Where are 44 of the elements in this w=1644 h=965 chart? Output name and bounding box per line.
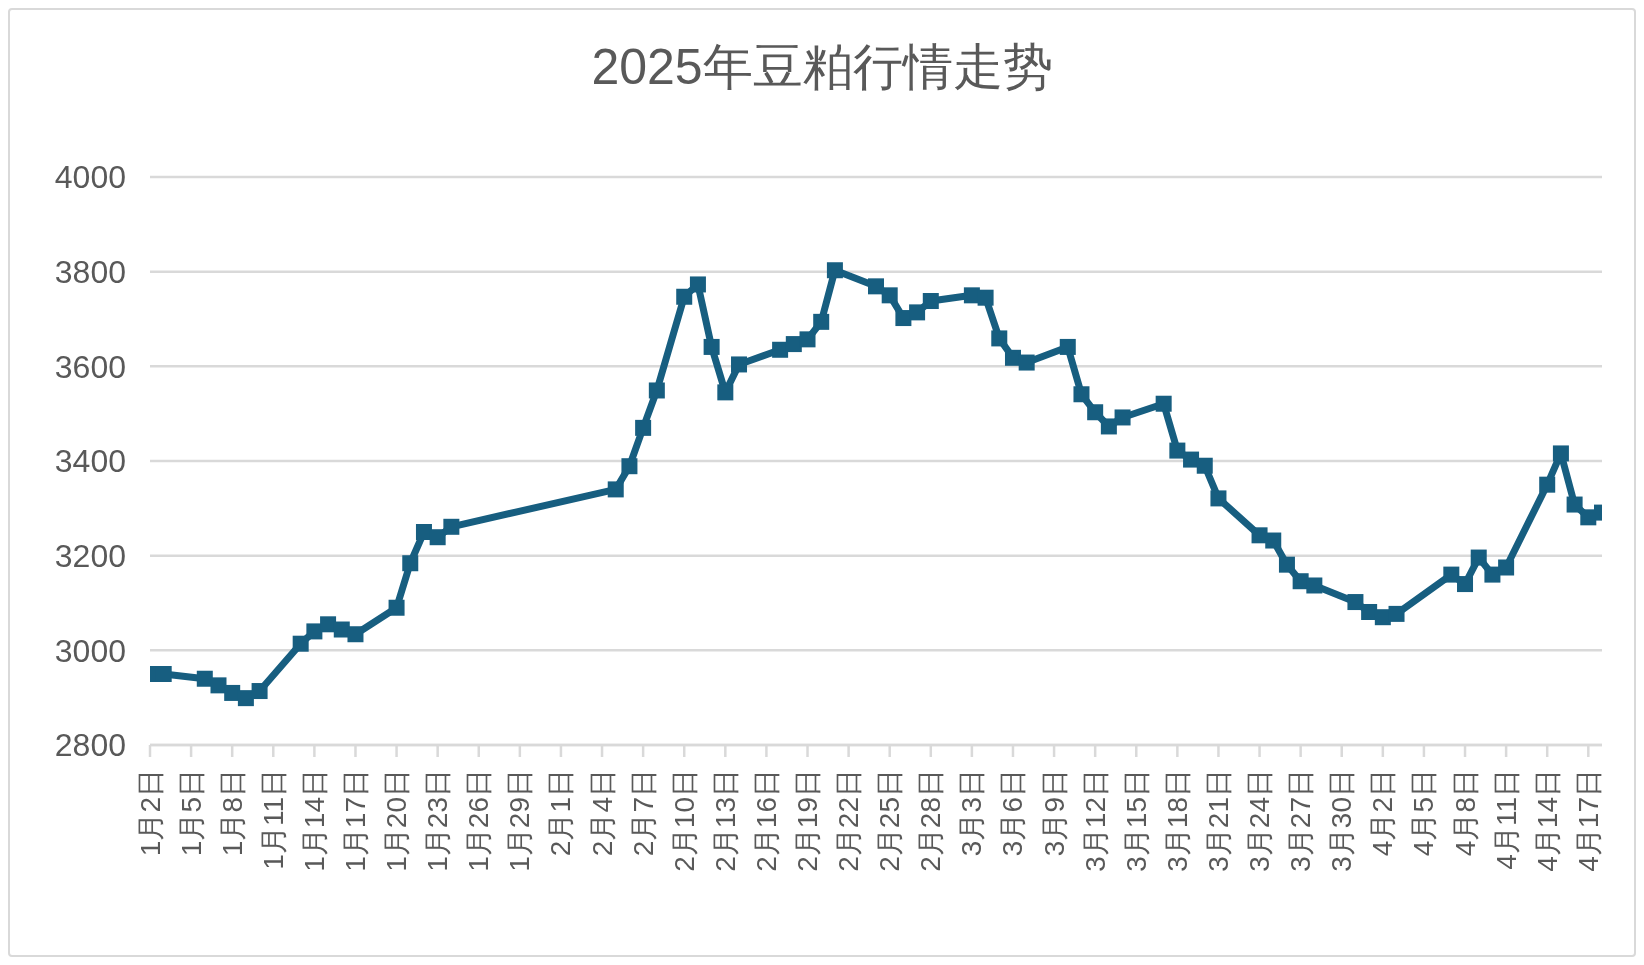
x-tick-label: 4月14日	[1531, 769, 1563, 872]
y-tick-label: 3000	[54, 632, 126, 669]
x-tick-label: 2月19日	[792, 769, 824, 872]
x-tick-label: 2月22日	[833, 769, 865, 872]
x-tick-label: 3月6日	[997, 769, 1029, 857]
y-tick-label: 3800	[54, 254, 126, 291]
y-tick-label: 3200	[54, 538, 126, 575]
x-tick-label: 4月11日	[1490, 769, 1522, 870]
x-tick-label: 1月2日	[134, 769, 166, 857]
x-tick-label: 1月8日	[216, 769, 248, 857]
x-tick-label: 1月29日	[504, 769, 536, 872]
x-tick-label: 3月30日	[1326, 769, 1358, 872]
x-tick-label: 4月2日	[1367, 769, 1399, 857]
x-tick-label: 1月26日	[463, 769, 495, 872]
x-tick-label: 3月15日	[1120, 769, 1152, 872]
x-tick-label: 2月25日	[874, 769, 906, 872]
x-tick-label: 2月16日	[750, 769, 782, 872]
x-tick-label: 3月24日	[1244, 769, 1276, 872]
x-tick-label: 2月13日	[709, 769, 741, 872]
x-tick-label: 3月12日	[1079, 769, 1111, 872]
x-tick-label: 4月5日	[1408, 769, 1440, 857]
y-tick-label: 3400	[54, 443, 126, 480]
x-tick-label: 1月14日	[298, 769, 330, 872]
y-tick-label: 4000	[54, 159, 126, 196]
x-tick-label: 2月1日	[545, 769, 577, 857]
x-tick-label: 2月28日	[915, 769, 947, 872]
x-tick-label: 3月18日	[1161, 769, 1193, 872]
x-tick-label: 2月10日	[668, 769, 700, 872]
y-tick-label: 3600	[54, 348, 126, 385]
y-tick-label: 2800	[54, 727, 126, 764]
x-tick-label: 3月9日	[1038, 769, 1070, 857]
x-tick-label: 1月23日	[422, 769, 454, 872]
x-tick-label: 1月5日	[175, 769, 207, 857]
x-tick-label: 2月4日	[586, 769, 618, 857]
x-tick-label: 3月21日	[1202, 769, 1234, 872]
chart-title: 2025年豆粕行情走势	[590, 37, 1054, 97]
x-tick-label: 4月8日	[1449, 769, 1481, 857]
x-tick-label: 1月11日	[257, 769, 289, 870]
x-tick-label: 2月7日	[627, 769, 659, 857]
x-tick-label: 3月3日	[956, 769, 988, 857]
x-tick-label: 3月27日	[1285, 769, 1317, 872]
x-tick-label: 1月17日	[339, 769, 371, 872]
x-tick-label: 4月17日	[1572, 769, 1604, 872]
x-tick-label: 1月20日	[381, 769, 413, 872]
